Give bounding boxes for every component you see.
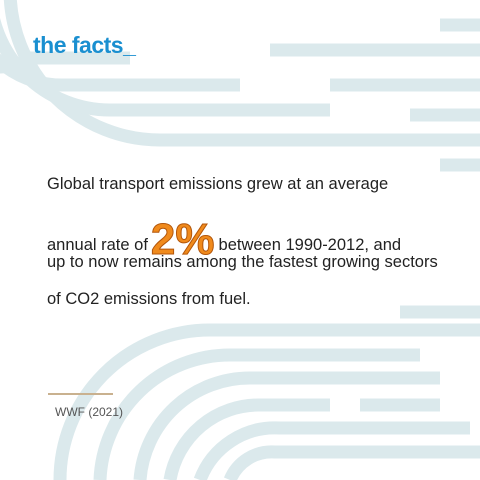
- page-title: the facts_: [33, 32, 136, 58]
- stat-line-1: Global transport emissions grew at an av…: [47, 175, 389, 193]
- stat-line-4: of CO2 emissions from fuel.: [47, 290, 251, 308]
- stat-line-2-prefix: annual rate of: [47, 236, 148, 254]
- source-citation: WWF (2021): [55, 405, 124, 419]
- highlight-percentage: 2%: [150, 215, 215, 264]
- source-divider: [48, 393, 113, 395]
- stat-line-2-suffix: between 1990-2012, and: [218, 236, 402, 254]
- stat-line-3: up to now remains among the fastest grow…: [47, 253, 438, 271]
- stat-line-2: annual rate of2% between 1990-2012, and: [47, 215, 467, 264]
